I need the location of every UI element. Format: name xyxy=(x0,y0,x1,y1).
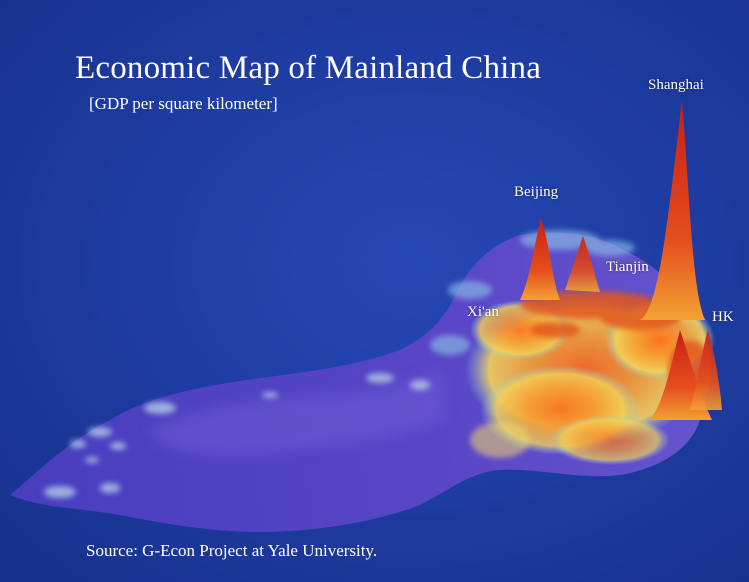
source-credit: Source: G-Econ Project at Yale Universit… xyxy=(86,541,378,560)
city-label-xian: Xi'an xyxy=(467,304,499,320)
peak-beijing xyxy=(520,218,560,300)
peak-hk-2 xyxy=(690,330,722,410)
west-patches xyxy=(44,373,430,498)
gdp-peaks xyxy=(520,100,722,420)
city-label-beijing: Beijing xyxy=(514,184,559,200)
map-title: Economic Map of Mainland China xyxy=(75,50,542,86)
peak-tianjin xyxy=(565,236,600,292)
northeast-region xyxy=(430,230,635,355)
city-label-tianjin: Tianjin xyxy=(606,259,649,275)
map-subtitle: [GDP per square kilometer] xyxy=(89,94,278,113)
city-label-shanghai: Shanghai xyxy=(648,77,704,93)
peak-shanghai xyxy=(640,100,705,320)
city-label-hk: HK xyxy=(712,309,734,325)
